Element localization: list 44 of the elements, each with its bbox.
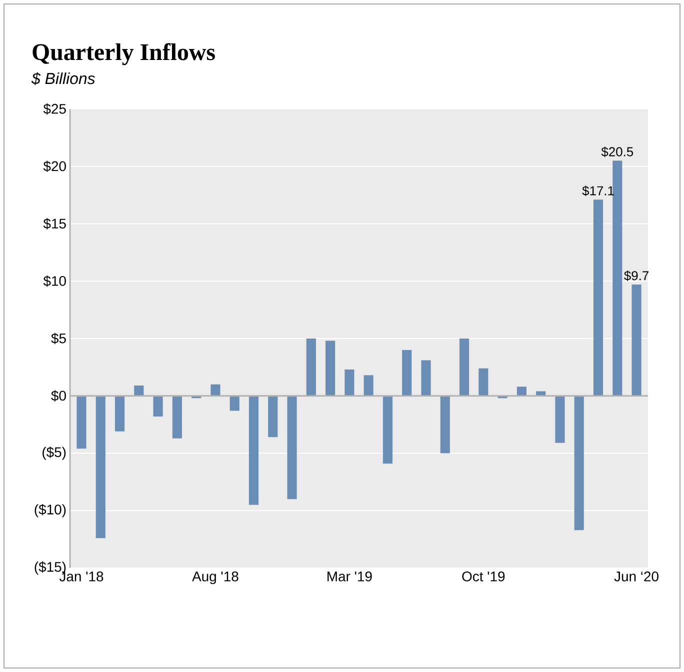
bar xyxy=(114,396,125,432)
y-tick-label: $25 xyxy=(43,103,66,115)
data-label: $17.1 xyxy=(582,186,614,196)
bar xyxy=(210,384,220,396)
bar xyxy=(326,340,336,396)
y-tick-label: ($5) xyxy=(42,446,66,460)
bar xyxy=(402,350,412,396)
bar xyxy=(555,396,565,443)
x-tick-label: Aug '18 xyxy=(192,571,238,584)
bar xyxy=(287,396,297,500)
y-tick-label: $20 xyxy=(43,160,66,172)
bar xyxy=(153,396,163,417)
data-label: $20.5 xyxy=(601,146,634,158)
bar xyxy=(478,368,488,396)
bar xyxy=(612,160,622,396)
x-tick-label: Jun ‘20 xyxy=(614,571,658,582)
bar xyxy=(632,284,642,396)
y-tick-label: $15 xyxy=(43,218,66,230)
data-label: $9.7 xyxy=(624,270,648,282)
bar xyxy=(364,375,374,396)
bar xyxy=(344,369,354,396)
chart-subtitle: $ Billions xyxy=(31,72,95,86)
bar xyxy=(248,396,259,505)
y-tick-label: $0 xyxy=(51,390,66,402)
bar xyxy=(76,396,86,449)
bar xyxy=(230,396,240,411)
bar xyxy=(134,386,144,396)
y-tick-label: $10 xyxy=(43,275,66,287)
bar xyxy=(306,338,316,396)
bar xyxy=(96,396,106,538)
x-tick-label: Oct '19 xyxy=(462,571,505,582)
chart-title: Quarterly Inflows xyxy=(32,43,215,66)
bar xyxy=(421,360,431,396)
bar xyxy=(172,396,182,438)
x-tick-label: Mar '19 xyxy=(328,571,372,582)
y-tick-label: $5 xyxy=(51,332,66,344)
y-tick-label: ($10) xyxy=(34,504,66,518)
bar xyxy=(516,386,526,396)
bar xyxy=(440,396,450,454)
bar xyxy=(593,200,604,396)
bar xyxy=(382,396,392,464)
bar xyxy=(268,396,278,438)
bar xyxy=(574,396,584,530)
bar xyxy=(459,338,470,396)
